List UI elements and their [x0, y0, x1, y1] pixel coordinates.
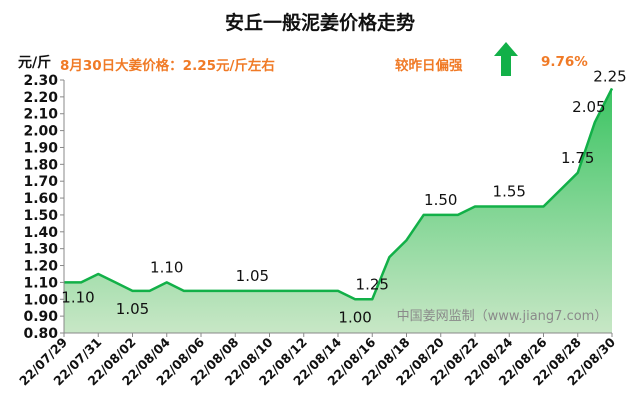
- y-tick-label: 1.40: [23, 225, 58, 241]
- price-line: [64, 87, 614, 301]
- data-label: 2.25: [593, 67, 626, 85]
- y-tick-label: 1.20: [23, 259, 58, 275]
- y-tick-label: 2.30: [23, 73, 58, 89]
- data-label: 1.10: [61, 288, 94, 306]
- data-label: 1.00: [338, 308, 371, 326]
- change-percent: 9.76%: [541, 54, 588, 70]
- data-label: 1.10: [150, 258, 183, 276]
- data-label: 1.05: [116, 300, 149, 318]
- data-label: 1.75: [561, 149, 594, 167]
- price-area: [64, 88, 612, 334]
- y-tick-label: 1.30: [23, 242, 58, 258]
- y-tick-label: 1.80: [23, 157, 58, 173]
- y-axis-unit-label: 元/斤: [18, 55, 52, 71]
- y-tick-label: 1.90: [23, 140, 58, 156]
- y-tick-label: 2.00: [23, 124, 58, 140]
- change-label: 较昨日偏强: [395, 58, 463, 74]
- data-label: 1.25: [356, 275, 389, 293]
- y-tick-label: 1.70: [23, 174, 58, 190]
- data-label: 1.50: [424, 191, 457, 209]
- data-label: 1.05: [236, 267, 269, 285]
- price-note: 8月30日大姜价格：2.25元/斤左右: [60, 58, 275, 74]
- data-label: 2.05: [572, 98, 605, 116]
- y-tick-label: 1.10: [23, 275, 58, 291]
- y-tick-label: 2.10: [23, 107, 58, 123]
- y-tick-label: 0.90: [23, 309, 58, 325]
- data-label: 1.55: [493, 183, 526, 201]
- y-tick-label: 0.80: [23, 326, 58, 342]
- chart-title: 安丘一般泥姜价格走势: [224, 12, 415, 34]
- watermark: 中国姜网监制（www.jiang7.com）: [397, 309, 608, 324]
- y-tick-label: 2.20: [23, 90, 58, 106]
- up-arrow-icon: [494, 42, 518, 76]
- y-tick-label: 1.60: [23, 191, 58, 207]
- y-tick-label: 1.50: [23, 208, 58, 224]
- y-tick-label: 1.00: [23, 292, 58, 308]
